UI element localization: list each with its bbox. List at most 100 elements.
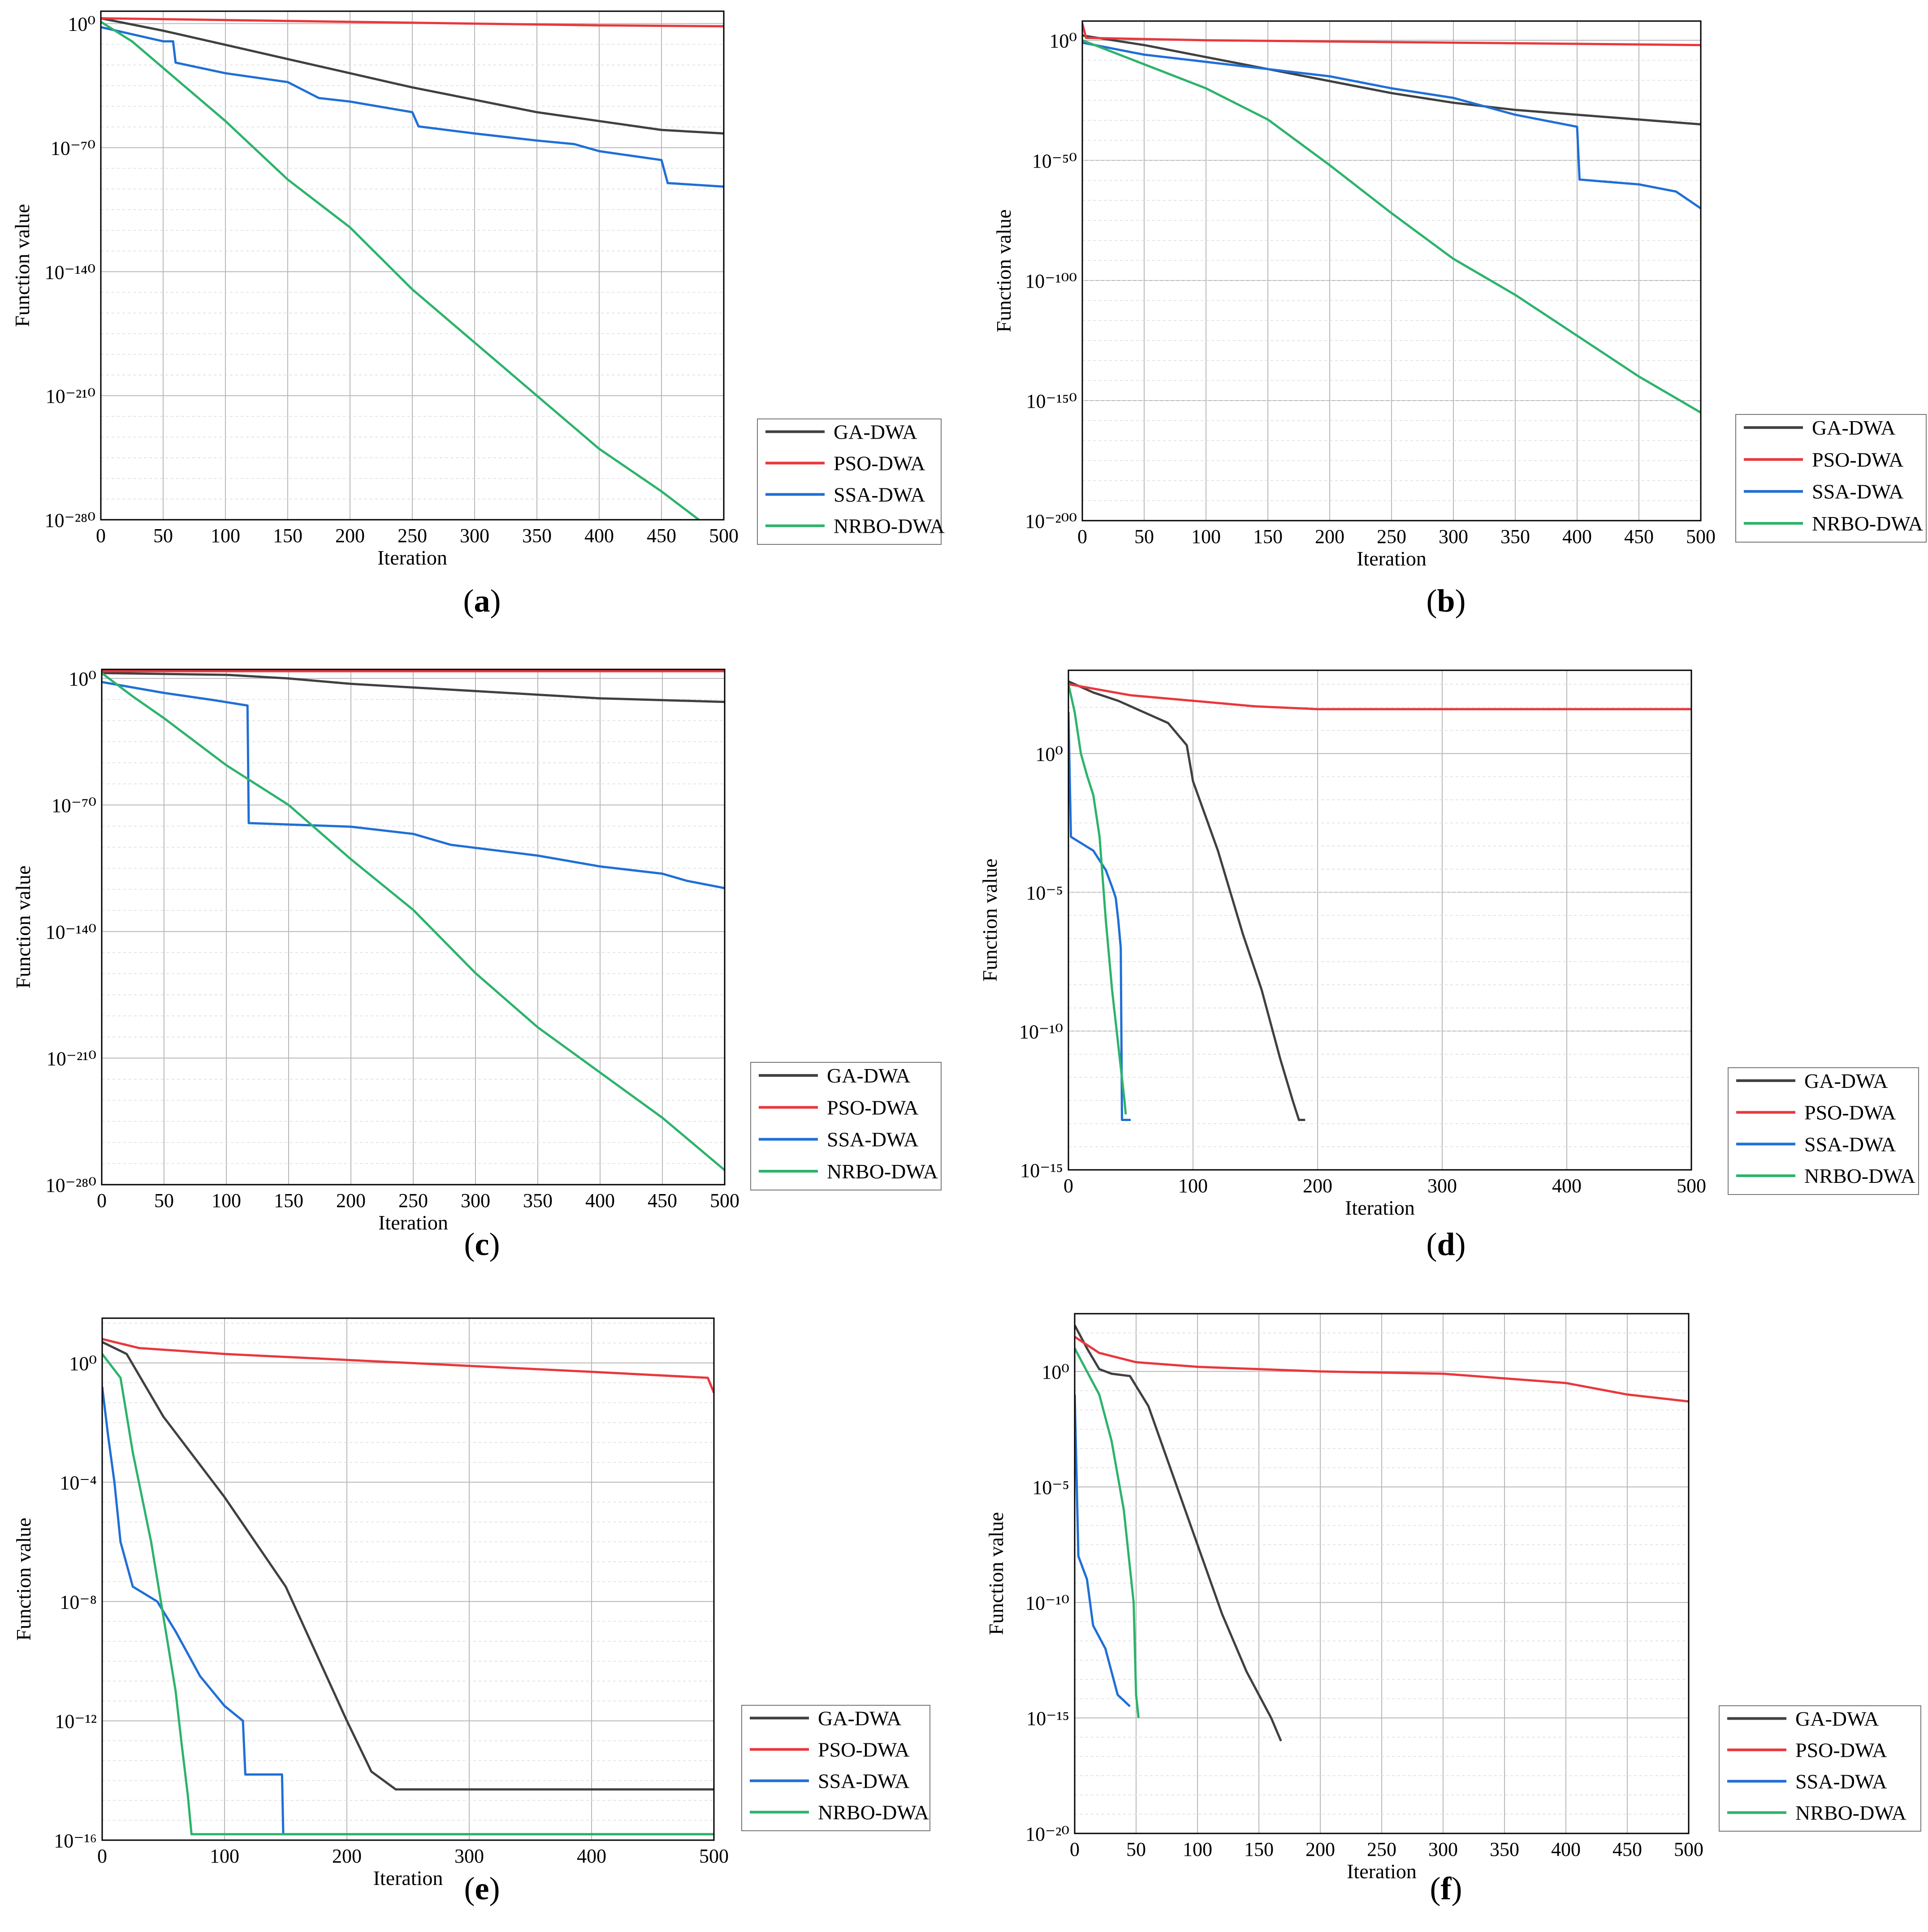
x-tick-label: 200 bbox=[336, 1190, 366, 1212]
x-tick-label: 250 bbox=[398, 525, 427, 547]
y-tick-label: 10⁰ bbox=[69, 668, 96, 690]
series-group-b bbox=[1082, 23, 1701, 414]
x-tick-label: 350 bbox=[522, 525, 552, 547]
x-tick-label: 300 bbox=[1428, 1838, 1458, 1860]
legend-box bbox=[741, 1705, 930, 1831]
legend-box bbox=[1728, 1067, 1919, 1195]
legend-label-ssa-dwa: SSA-DWA bbox=[834, 483, 925, 506]
legend-label-ga-dwa: GA-DWA bbox=[827, 1064, 911, 1087]
legend-label-pso-dwa: PSO-DWA bbox=[834, 452, 925, 475]
plot-frame bbox=[101, 668, 726, 1186]
x-tick-label: 300 bbox=[461, 1190, 490, 1212]
legend-label-nrbo-dwa: NRBO-DWA bbox=[834, 515, 945, 538]
x-axis-title: Iteration bbox=[1345, 1196, 1415, 1219]
grid-d bbox=[1068, 670, 1691, 1170]
legend-box bbox=[757, 418, 942, 545]
y-axis-title: Function value bbox=[11, 204, 34, 327]
grid-c bbox=[102, 669, 725, 1185]
plot-frame bbox=[1068, 669, 1692, 1171]
x-tick-label: 500 bbox=[710, 1190, 739, 1212]
x-tick-label: 350 bbox=[523, 1190, 553, 1212]
legend-label-nrbo-dwa: NRBO-DWA bbox=[827, 1160, 938, 1183]
x-tick-label: 150 bbox=[274, 1190, 303, 1212]
series-line-nrbo-dwa bbox=[102, 1353, 714, 1836]
y-tick-label: 10⁻¹⁴⁰ bbox=[46, 921, 96, 943]
y-tick-label: 10⁻⁵ bbox=[1032, 1477, 1069, 1499]
grid-a bbox=[101, 11, 724, 520]
y-tick-label: 10⁻¹⁶ bbox=[54, 1830, 97, 1852]
legend-label-nrbo-dwa: NRBO-DWA bbox=[1812, 512, 1923, 535]
panel-label-c: (c) bbox=[464, 1226, 500, 1262]
x-tick-label: 200 bbox=[335, 525, 365, 547]
y-tick-label: 10⁻²¹⁰ bbox=[47, 1048, 96, 1070]
series-line-pso-dwa bbox=[1075, 1336, 1689, 1403]
x-tick-label: 150 bbox=[1244, 1838, 1274, 1860]
legend-label-pso-dwa: PSO-DWA bbox=[827, 1096, 918, 1119]
panel-label-b: (b) bbox=[1426, 583, 1466, 619]
x-tick-label: 350 bbox=[1490, 1838, 1519, 1860]
y-tick-label: 10⁰ bbox=[1049, 30, 1077, 52]
x-tick-label: 450 bbox=[647, 525, 676, 547]
series-group-c bbox=[102, 670, 725, 1171]
plot-frame bbox=[1074, 1313, 1690, 1834]
chart-c: 0 50 100 150 200 250 300 350 400 450 500 10⁰ 10⁻⁷⁰ 10… bbox=[12, 668, 942, 1234]
series-line-pso-dwa bbox=[1082, 23, 1701, 47]
series-line-ga-dwa bbox=[1068, 680, 1306, 1121]
x-tick-label: 500 bbox=[1677, 1175, 1706, 1197]
chart-panel-f: 0 50 100 150 200 250 300 350 400 450 500 10⁰ 10⁻⁵ 10⁻… bbox=[964, 1288, 1928, 1932]
x-tick-label: 500 bbox=[699, 1845, 729, 1867]
panel-label-f: (f) bbox=[1430, 1871, 1462, 1906]
legend: GA-DWA PSO-DWA SSA-DWA NRBO-DWA bbox=[1728, 1067, 1919, 1195]
y-axis-title: Function value bbox=[985, 1512, 1007, 1635]
y-tick-label: 10⁻⁷⁰ bbox=[51, 138, 95, 160]
y-tick-label: 10⁻⁸ bbox=[60, 1591, 97, 1613]
chart-panel-d: 0 100 200 300 400 500 10⁰ 10⁻⁵ 10⁻¹⁰ 10⁻¹⁵ Iterati… bbox=[964, 643, 1928, 1288]
legend-label-ssa-dwa: SSA-DWA bbox=[1812, 480, 1903, 503]
legend-box bbox=[750, 1062, 942, 1190]
legend-label-ga-dwa: GA-DWA bbox=[818, 1707, 902, 1730]
y-tick-label: 10⁻¹⁰ bbox=[1019, 1021, 1063, 1043]
x-tick-label: 500 bbox=[1674, 1838, 1703, 1860]
x-tick-label: 300 bbox=[454, 1845, 484, 1867]
x-tick-label: 450 bbox=[648, 1190, 677, 1212]
legend-label-ga-dwa: GA-DWA bbox=[1804, 1070, 1888, 1092]
series-line-nrbo-dwa bbox=[1075, 1348, 1140, 1718]
x-tick-label: 100 bbox=[1191, 526, 1221, 548]
y-tick-label: 10⁻⁵ bbox=[1026, 882, 1063, 904]
chart-b: 0 50 100 150 200 250 300 350 400 450 500 10⁰ 10⁻⁵⁰ 10… bbox=[992, 20, 1927, 570]
y-tick-label: 10⁻⁴ bbox=[60, 1472, 97, 1494]
legend-label-nrbo-dwa: NRBO-DWA bbox=[1795, 1802, 1906, 1824]
x-tick-label: 400 bbox=[577, 1845, 606, 1867]
y-tick-label: 10⁻²⁸⁰ bbox=[45, 509, 95, 531]
series-line-ssa-dwa bbox=[1068, 712, 1131, 1121]
y-axis-title: Function value bbox=[12, 1518, 35, 1641]
legend-label-ga-dwa: GA-DWA bbox=[834, 421, 917, 444]
x-tick-label: 0 bbox=[1077, 526, 1087, 548]
plot-frame bbox=[101, 1317, 715, 1841]
x-tick-label: 0 bbox=[96, 525, 106, 547]
y-tick-label: 10⁻¹⁰ bbox=[1025, 1592, 1069, 1614]
y-tick-label: 10⁻¹⁵ bbox=[1020, 1160, 1063, 1182]
y-tick-label: 10⁻¹⁵ bbox=[1026, 1708, 1069, 1729]
panel-label-e: (e) bbox=[464, 1871, 500, 1906]
x-tick-label: 0 bbox=[97, 1845, 107, 1867]
x-tick-label: 300 bbox=[1439, 526, 1468, 548]
series-line-ssa-dwa bbox=[101, 26, 724, 188]
series-line-nrbo-dwa bbox=[1082, 39, 1701, 414]
x-tick-label: 200 bbox=[1306, 1838, 1335, 1860]
y-tick-label: 10⁻¹⁵⁰ bbox=[1026, 390, 1077, 412]
x-tick-label: 450 bbox=[1624, 526, 1654, 548]
series-line-ssa-dwa bbox=[102, 1386, 714, 1836]
legend-label-ssa-dwa: SSA-DWA bbox=[1804, 1133, 1896, 1156]
x-tick-label: 0 bbox=[97, 1190, 107, 1212]
x-tick-label: 150 bbox=[1253, 526, 1283, 548]
x-tick-label: 100 bbox=[1183, 1838, 1212, 1860]
chart-panel-e: 0 100 200 300 400 500 10⁰ 10⁻⁴ 10⁻⁸ 10⁻¹² 10⁻¹⁶ Ite… bbox=[0, 1288, 964, 1932]
legend: GA-DWA PSO-DWA SSA-DWA NRBO-DWA bbox=[1719, 1705, 1921, 1832]
series-line-ga-dwa bbox=[102, 672, 725, 703]
panel-label-a: (a) bbox=[463, 583, 501, 619]
chart-panel-a: 0 50 100 150 200 250 300 350 400 450 500 10⁰ 10⁻⁷⁰ 10… bbox=[0, 0, 964, 643]
series-line-ssa-dwa bbox=[1075, 1394, 1131, 1708]
y-tick-label: 10⁻¹⁴⁰ bbox=[45, 261, 95, 283]
legend-box bbox=[1719, 1705, 1921, 1832]
